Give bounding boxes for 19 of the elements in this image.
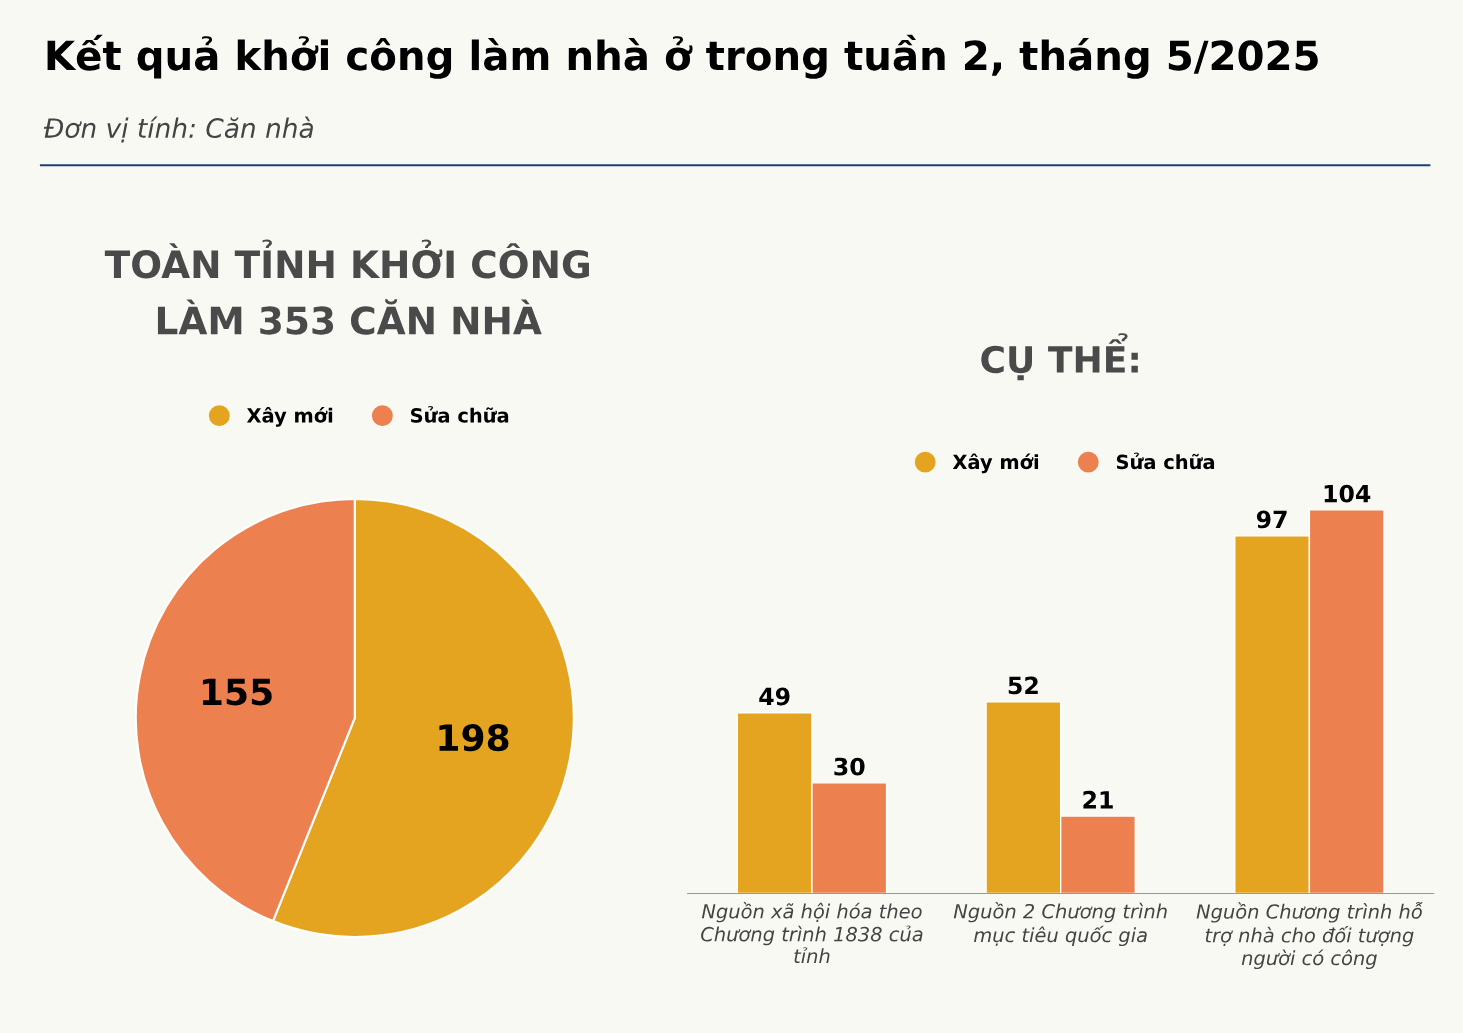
chart-title: CỤ THỂ: bbox=[981, 333, 1138, 381]
data-label: 52 bbox=[1008, 676, 1038, 695]
text: TOÀN TỈNH KHỞI CÔNG LÀM 353 CĂN NHÀ bbox=[104, 239, 589, 335]
chart-subtitle: Đơn vị tính: Căn nhà bbox=[43, 116, 313, 143]
data-label: 49 bbox=[759, 687, 790, 706]
legend-label: Xây mới bbox=[952, 453, 1039, 474]
legend-label: Sửa chữa bbox=[1116, 452, 1215, 470]
data-label: 198 bbox=[439, 724, 509, 752]
data-label: 155 bbox=[202, 678, 272, 706]
data-label: 30 bbox=[834, 757, 865, 776]
data-label: 104 bbox=[1324, 484, 1371, 503]
x-tick-label: Nguồn xã hội hóa theo Chương trình 1838 của tỉnh bbox=[701, 901, 923, 964]
data-label: 97 bbox=[1256, 510, 1287, 529]
legend-label: Xây mới bbox=[246, 406, 333, 427]
text: Kết quả khởi công làm nhà ở trong tuần 2, tháng 5/2025 bbox=[47, 34, 1318, 79]
data-label: 21 bbox=[1083, 790, 1113, 809]
legend-label: Sửa chữa bbox=[411, 406, 509, 423]
x-tick-label: Nguồn 2 Chương trình mục tiêu quốc gia bbox=[953, 901, 1167, 947]
x-tick-label: Nguồn Chương trình hỗ trợ nhà cho đối tượng người có công bbox=[1196, 901, 1423, 970]
